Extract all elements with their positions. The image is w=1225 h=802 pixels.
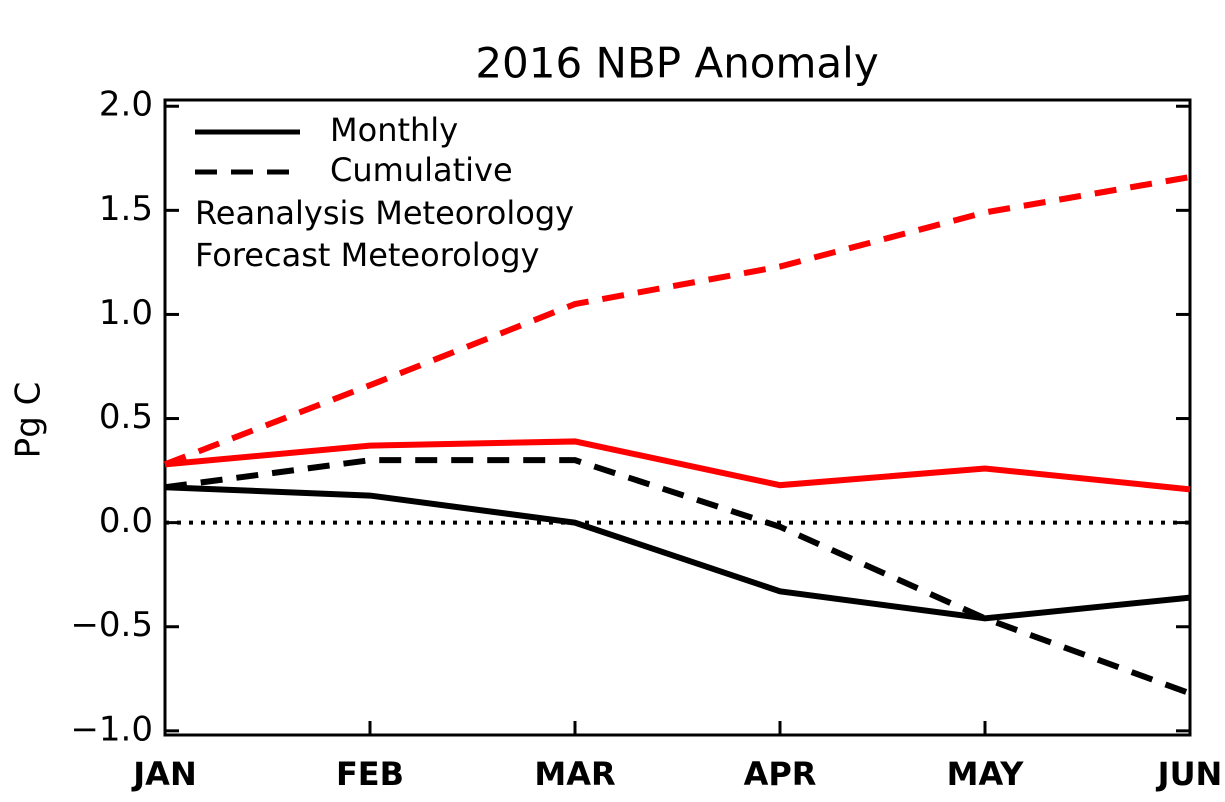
x-tick-label: JUN [1156,755,1223,793]
data-line [164,438,1191,493]
legend-label: Reanalysis Meteorology [195,194,574,232]
x-tick-label: MAY [947,755,1025,793]
data-line [164,457,1192,697]
data-line [164,484,1191,622]
legend-label: Cumulative [330,151,513,189]
chart-title: 2016 NBP Anomaly [475,39,878,88]
legend-label: Forecast Meteorology [195,236,539,274]
y-tick-label: 0.5 [99,397,153,437]
legend-label: Monthly [330,111,458,149]
data-line [163,174,1191,468]
y-tick-label: 2.0 [99,85,153,125]
y-tick-label: 1.0 [99,293,153,333]
y-tick-label: −1.0 [70,709,153,749]
y-tick-label: 0.0 [99,501,153,541]
x-tick-label: JAN [131,755,196,793]
y-tick-label: 1.5 [99,189,153,229]
x-tick-label: APR [744,755,817,793]
x-tick-label: MAR [534,755,615,793]
y-axis-label: Pg C [9,382,49,459]
x-tick-label: FEB [336,755,404,793]
y-tick-label: −0.5 [70,605,153,645]
